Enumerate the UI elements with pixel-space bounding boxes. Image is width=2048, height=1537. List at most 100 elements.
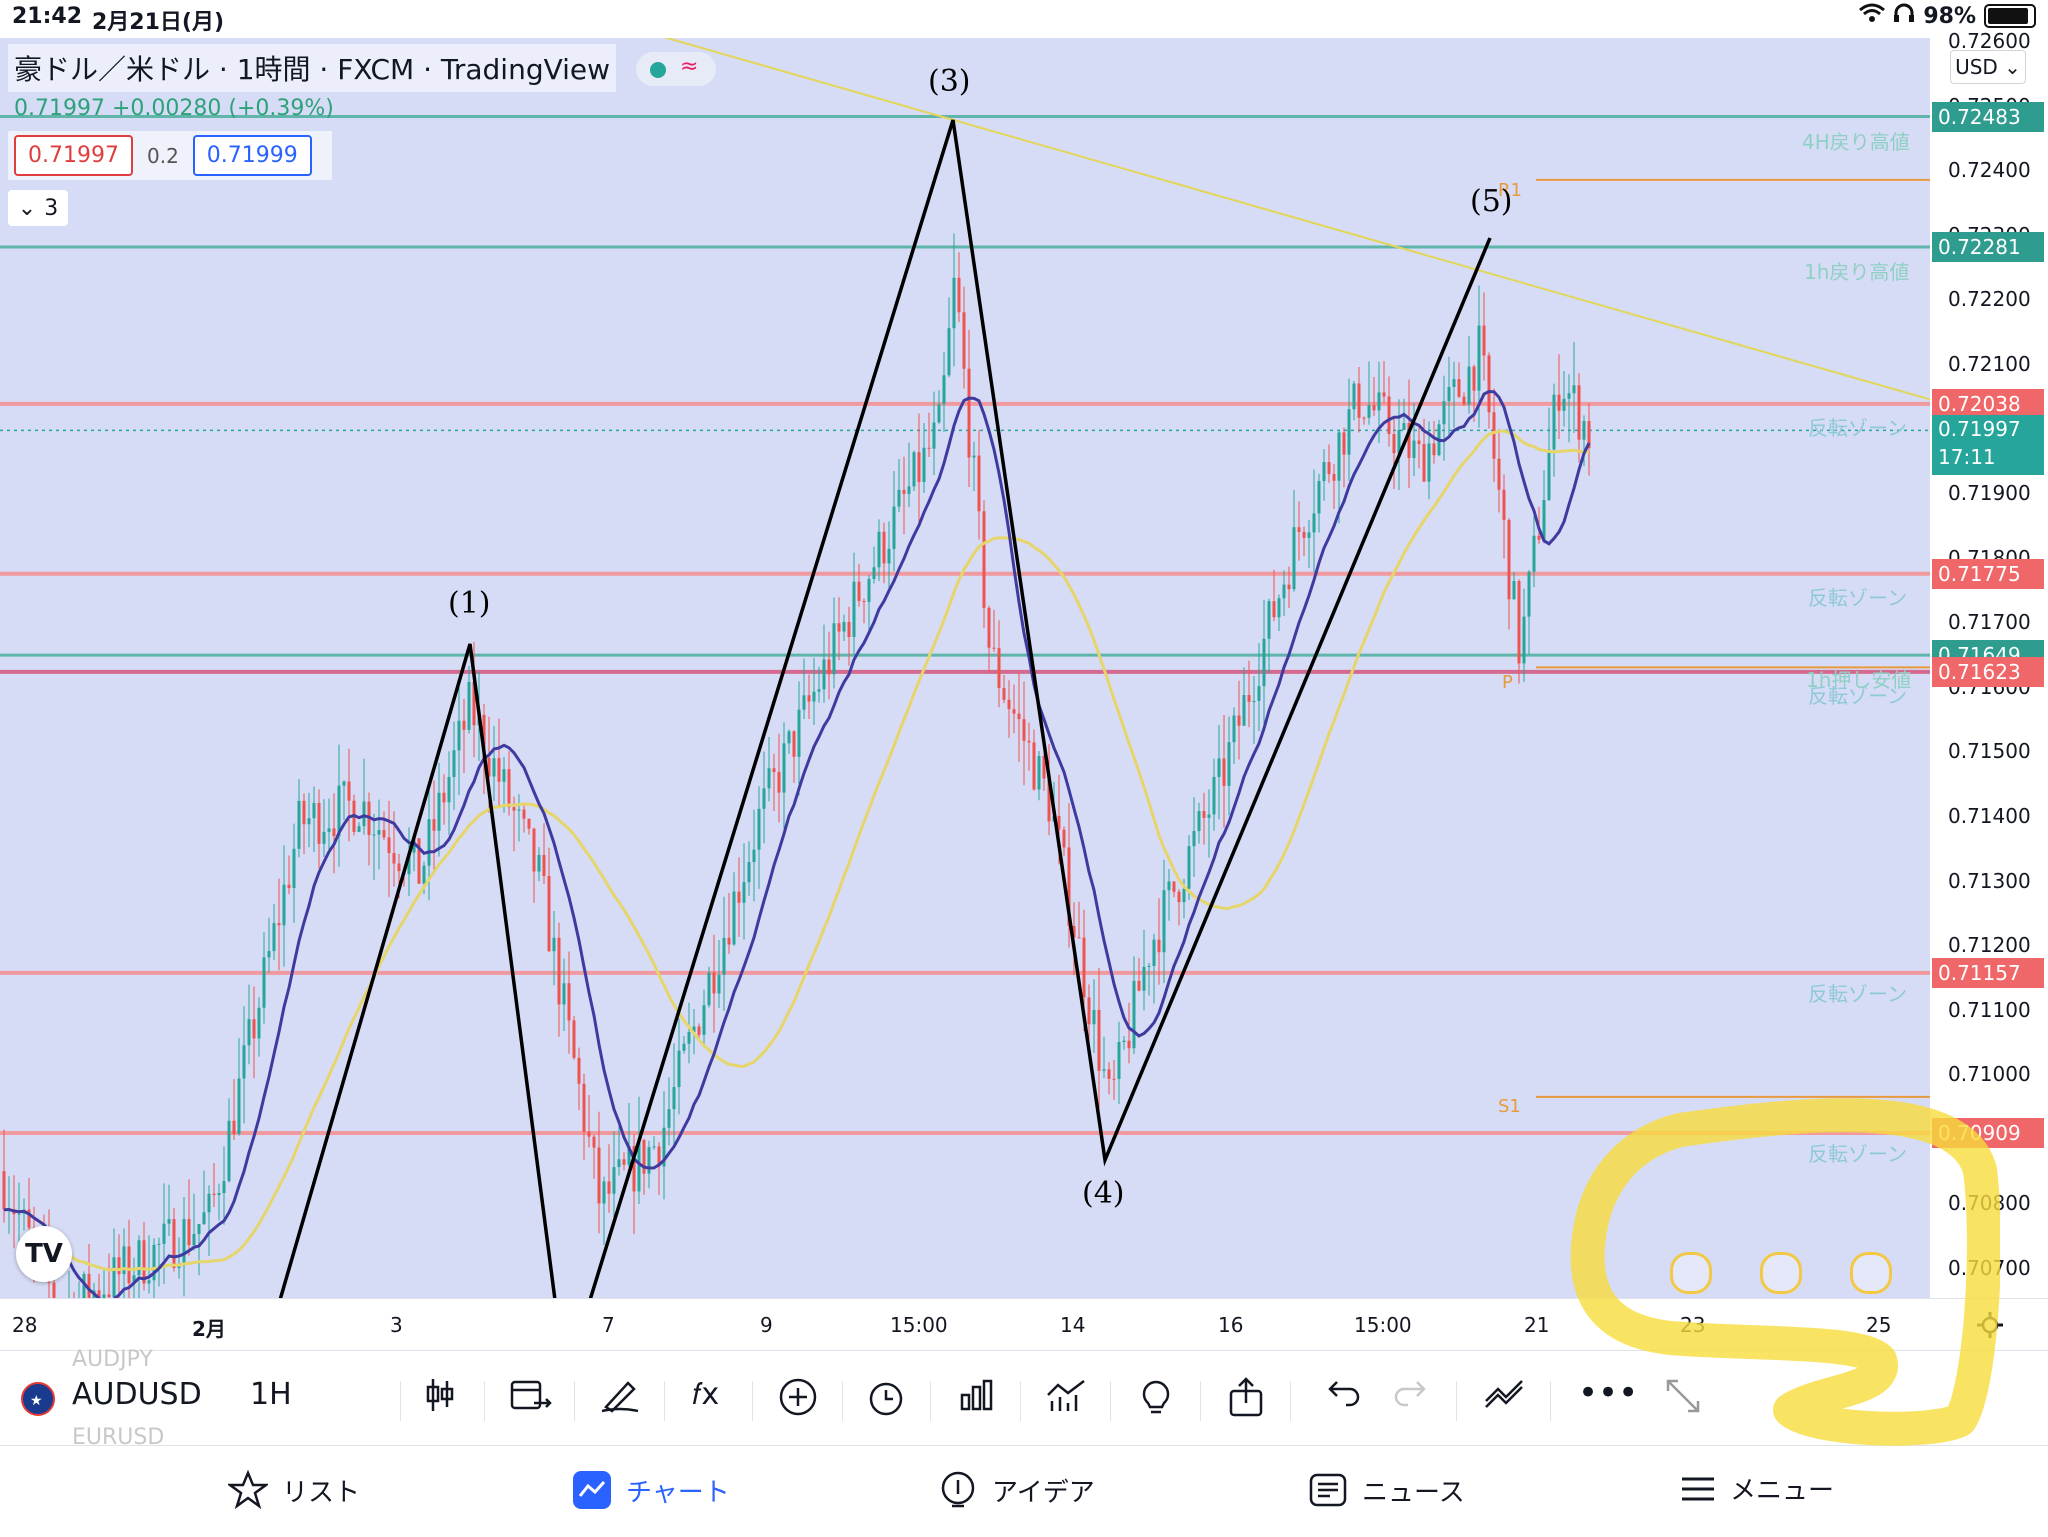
candle-body [332,828,336,837]
candle-body [612,1167,616,1194]
candle-body [27,1209,31,1228]
candle-body [117,1257,121,1275]
candles-icon[interactable] [425,1377,455,1421]
interval-selector[interactable]: 1H [250,1377,292,1412]
candle-body [172,1219,176,1269]
price-chart[interactable] [0,38,1930,1298]
candle-body [252,1019,256,1039]
undo-icon[interactable] [1326,1377,1362,1415]
nav-ideas[interactable]: アイデア [938,1470,1095,1510]
us-flag-icon[interactable] [1760,1252,1802,1294]
symbol-selector[interactable]: AUDUSD [72,1377,202,1412]
market-status-pill[interactable]: ≈ [636,52,716,86]
candle-body [1277,598,1281,618]
chevron-down-icon: ⌄ [17,195,37,221]
candle-body [1552,394,1556,450]
alarm-clock-icon[interactable] [866,1377,906,1425]
indicators-toggle[interactable]: ⌄ 3 [8,190,68,226]
candle-body [952,277,956,329]
volume-chart-icon[interactable] [1046,1377,1086,1421]
candle-body [1057,816,1061,830]
lightbulb-icon[interactable] [1140,1377,1172,1425]
candle-body [717,974,721,994]
moving-average-slow [3,429,1590,1272]
candle-body [272,923,276,952]
prev-symbol[interactable]: AUDJPY [72,1347,153,1372]
candle-body [932,422,936,449]
indicators-fx-icon[interactable]: 𝑓x [692,1377,720,1412]
price-axis[interactable]: 0.726000.725000.724000.723000.722000.721… [1930,29,2048,1298]
us-flag-icon[interactable] [1850,1252,1892,1294]
candle-body [342,781,346,786]
price-badge: 0.71997 17:11 [1932,415,2044,476]
redo-icon[interactable] [1392,1377,1428,1415]
candle-body [522,809,526,819]
candle-body [1137,980,1141,991]
candle-body [1507,519,1511,600]
share-icon[interactable] [1228,1377,1264,1425]
chart-pane[interactable] [0,38,1930,1298]
candle-body [757,808,761,850]
candle-body [162,1223,166,1244]
nav-news-label: ニュース [1362,1477,1465,1508]
nav-chart[interactable]: チャート [572,1470,730,1510]
us-flag-icon[interactable] [1670,1252,1712,1294]
buy-price-button[interactable]: 0.71999 [192,135,312,176]
candle-body [882,531,886,564]
add-icon[interactable] [778,1377,818,1425]
news-icon [1309,1473,1347,1507]
bar-chart-icon[interactable] [958,1377,994,1421]
candle-body [1002,688,1006,700]
nav-news[interactable]: ニュース [1308,1470,1465,1510]
candle-body [737,891,741,903]
wifi-icon [1859,3,1886,29]
candle-body [842,621,846,632]
candle-body [267,951,271,958]
nav-ideas-label: アイデア [992,1477,1095,1508]
sell-price-button[interactable]: 0.71997 [14,135,133,176]
candle-body [417,838,421,884]
candle-body [82,1273,86,1298]
candle-body [347,781,351,801]
candle-body [1102,1069,1106,1071]
candle-body [1517,581,1521,664]
calendar-compare-icon[interactable] [510,1377,552,1421]
time-tick: 21 [1524,1313,1550,1337]
candle-body [492,758,496,777]
candle-body [1187,846,1191,889]
candle-body [202,1212,206,1225]
drawing-pen-icon[interactable] [600,1377,640,1421]
candle-body [1067,847,1071,926]
candle-body [397,863,401,872]
currency-selector[interactable]: USD ⌄ [1950,50,2026,84]
candle-body [702,1005,706,1035]
fullscreen-expand-icon[interactable] [1664,1377,1702,1423]
candle-body [1257,686,1261,701]
time-tick: 9 [760,1313,773,1337]
symbol-title[interactable]: 豪ドル／米ドル · 1時間 · FXCM · TradingView [8,44,617,92]
status-date: 2月21日(月) [92,10,225,35]
candle-body [1282,584,1286,599]
candle-body [387,837,391,854]
candle-body [487,758,491,777]
candle-body [1212,776,1216,815]
candle-body [1177,891,1181,903]
candle-body [1012,709,1016,714]
trade-icon[interactable] [1484,1377,1524,1417]
nav-menu[interactable]: メニュー [1680,1470,1834,1507]
candle-body [152,1244,156,1281]
more-icon[interactable]: ••• [1578,1373,1639,1413]
nav-list[interactable]: リスト [228,1470,360,1510]
candle-body [297,800,301,849]
candle-body [52,1282,56,1298]
candle-body [562,983,566,1005]
candle-body [457,720,461,751]
tradingview-logo-icon[interactable]: TV [16,1226,72,1282]
candle-body [517,809,521,811]
candle-body [1417,440,1421,445]
candle-body [662,1127,666,1167]
candle-body [832,623,836,675]
candle-body [602,1181,606,1204]
candle-body [597,1147,601,1204]
candle-body [1302,531,1306,538]
